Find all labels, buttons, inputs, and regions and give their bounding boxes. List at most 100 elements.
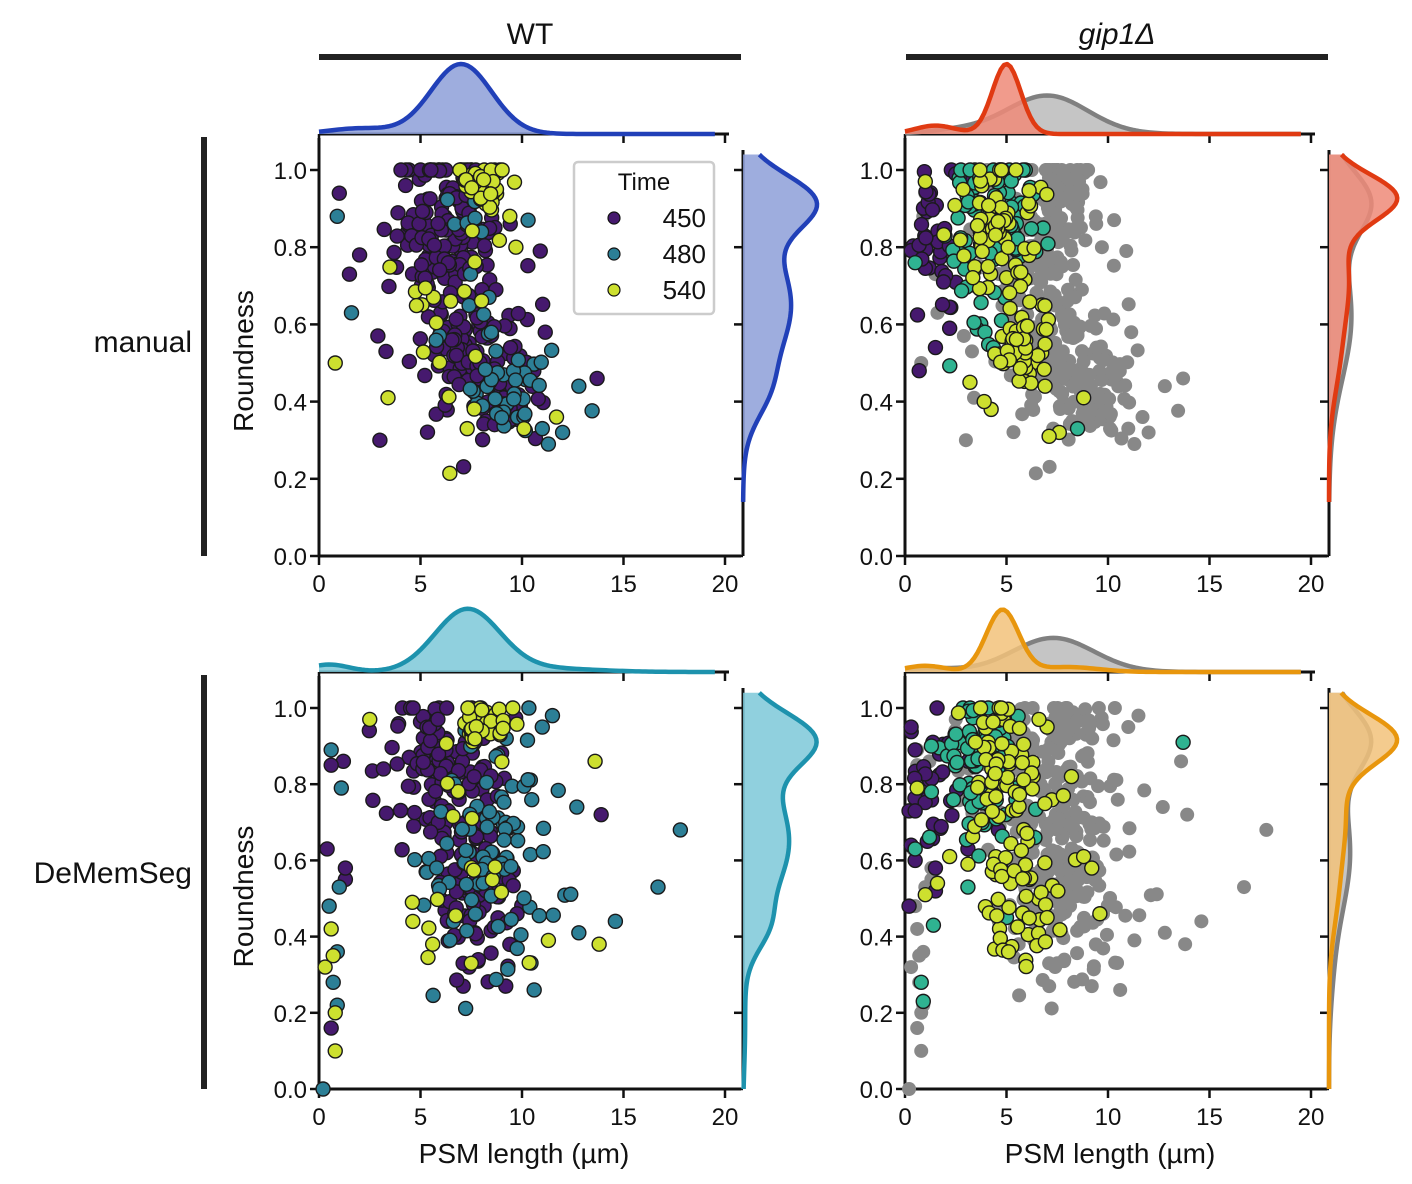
point-time-450 [927,860,944,876]
point-time-540 [548,409,565,425]
point-time-540 [987,227,1004,243]
point-time-480 [517,406,533,422]
point-time-540 [460,700,476,716]
point-time-450 [532,243,548,259]
point-time-480 [503,911,519,928]
point-time-540 [327,1043,343,1059]
kde-y-line [741,691,819,1090]
background-point [1070,325,1085,340]
point-time-480 [479,819,495,835]
point-time-540 [972,162,988,178]
point-time-450 [406,804,423,821]
point-time-540 [404,894,421,911]
point-time-480 [1023,221,1040,237]
background-point [1025,701,1040,715]
background-point [1069,186,1084,201]
point-time-450 [397,177,414,194]
scatter-points [315,700,689,1097]
background-point [1106,258,1121,273]
point-time-540 [960,856,976,872]
background-point [1086,962,1101,977]
point-time-540 [1050,883,1066,899]
x-tick-label: 10 [1095,571,1122,598]
kde-x-line [318,606,715,675]
legend-marker-450 [607,211,621,225]
background-point [1117,391,1132,406]
point-time-540 [467,731,483,747]
background-point [1121,421,1136,436]
point-time-540 [467,348,484,364]
x-tick-label: 0 [898,1104,911,1131]
y-tick-label: 0.0 [860,544,893,571]
point-time-450 [466,768,482,785]
point-time-450 [455,459,472,475]
point-time-540 [1039,909,1055,926]
point-time-540 [1014,871,1031,887]
point-time-540 [317,959,333,975]
background-point [904,960,919,975]
background-point [1080,410,1095,425]
point-time-450 [392,802,409,819]
point-time-450 [406,818,422,834]
point-time-480 [475,306,492,323]
x-tick-label: 10 [509,571,536,598]
point-time-480 [569,799,585,815]
background-point [1135,410,1150,425]
point-time-540 [917,173,933,190]
background-point [1043,284,1058,299]
background-point [1037,763,1052,778]
point-time-540 [952,232,969,248]
background-point [1093,175,1108,190]
y-tick-label: 0.4 [274,390,307,417]
kde-x-fill [319,63,715,134]
point-time-450 [430,746,447,762]
point-time-540 [327,1005,343,1021]
point-time-540 [464,810,480,827]
point-time-540 [442,465,458,482]
background-point [1046,701,1061,715]
point-time-540 [591,936,607,952]
point-time-480 [488,971,504,988]
point-time-480 [521,700,537,716]
point-time-480 [483,324,500,341]
point-time-450 [589,370,605,387]
point-time-450 [448,311,464,327]
point-time-450 [401,353,418,370]
point-time-480 [329,208,345,225]
point-time-540 [508,239,524,255]
point-time-450 [448,347,465,363]
point-time-450 [909,307,926,323]
point-time-480 [315,1081,331,1097]
y-tick-label: 0.4 [274,925,307,952]
point-time-480 [953,283,970,299]
x-tick-label: 5 [414,571,427,598]
background-point [1034,275,1049,290]
point-time-450 [933,818,949,835]
point-time-450 [476,238,493,254]
background-point [1094,373,1109,388]
point-time-540 [428,314,445,331]
point-time-480 [945,791,962,808]
background-point [1068,804,1083,819]
background-point [1042,459,1057,474]
point-time-450 [530,391,546,407]
point-time-450 [417,367,433,384]
point-time-540 [459,420,475,437]
point-time-480 [950,210,966,226]
point-time-450 [384,739,400,756]
point-time-540 [382,259,398,275]
point-time-480 [534,420,550,437]
point-time-540 [993,162,1010,178]
background-point [1049,267,1064,282]
background-point [1050,180,1065,195]
point-time-480 [323,742,339,758]
y-tick-label: 0.0 [274,544,307,571]
background-point [1066,819,1081,834]
background-point [1157,925,1172,940]
point-time-540 [405,913,421,930]
point-time-480 [915,993,931,1010]
background-point [1176,371,1191,386]
point-time-540 [1037,378,1053,394]
background-point [1088,209,1103,224]
point-time-540 [521,954,537,971]
